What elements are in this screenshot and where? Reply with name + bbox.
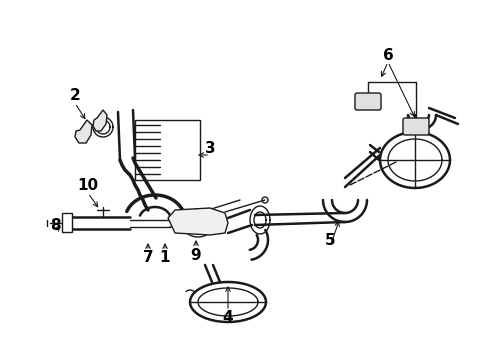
Text: 4: 4 xyxy=(222,311,233,326)
FancyBboxPatch shape xyxy=(354,93,380,110)
Text: 5: 5 xyxy=(324,232,334,247)
Text: 1: 1 xyxy=(159,251,170,266)
Polygon shape xyxy=(75,120,92,143)
Polygon shape xyxy=(93,110,107,131)
FancyBboxPatch shape xyxy=(402,118,428,135)
Bar xyxy=(62,213,72,232)
Text: 3: 3 xyxy=(204,141,215,156)
Text: 10: 10 xyxy=(77,177,98,192)
Bar xyxy=(135,120,199,180)
Text: 7: 7 xyxy=(142,251,153,266)
Text: 9: 9 xyxy=(190,247,201,262)
Polygon shape xyxy=(167,208,227,235)
Text: 2: 2 xyxy=(70,87,80,102)
Text: 6: 6 xyxy=(382,47,393,62)
Text: 8: 8 xyxy=(49,217,60,232)
